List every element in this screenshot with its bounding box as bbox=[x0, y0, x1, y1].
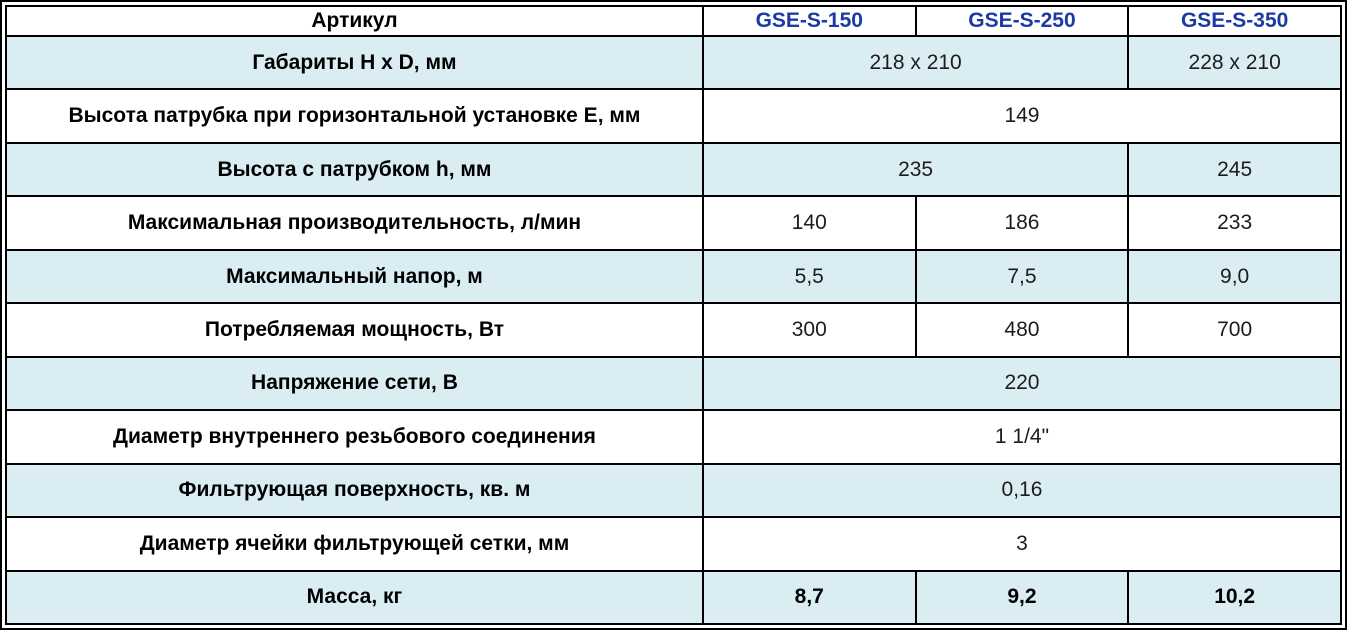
table-row-mains-voltage: Напряжение сети, В 220 bbox=[5, 355, 1343, 412]
table-row-mass: Масса, кг 8,7 9,2 10,2 bbox=[5, 569, 1342, 626]
cell-value: 149 bbox=[701, 88, 1343, 144]
cell-value: 300 bbox=[701, 302, 917, 358]
cell-value: 8,7 bbox=[701, 569, 917, 626]
header-model-gse-s-250: GSE-S-250 bbox=[914, 5, 1130, 37]
table-row-nozzle-height-horizontal: Высота патрубка при горизонтальной устан… bbox=[5, 88, 1343, 144]
row-label: Фильтрующая поверхность, кв. м bbox=[5, 462, 704, 519]
cell-value: 9,0 bbox=[1127, 248, 1342, 305]
table-row-power-consumption: Потребляемая мощность, Вт 300 480 700 bbox=[5, 302, 1342, 358]
cell-value: 0,16 bbox=[701, 462, 1343, 519]
table-row-max-flow: Максимальная производительность, л/мин 1… bbox=[5, 195, 1342, 251]
cell-value: 186 bbox=[914, 195, 1130, 251]
table-row-mesh-cell-diameter: Диаметр ячейки фильтрующей сетки, мм 3 bbox=[5, 516, 1343, 572]
row-label: Масса, кг bbox=[5, 569, 704, 626]
cell-value: 9,2 bbox=[914, 569, 1130, 626]
product-spec-table: Артикул GSE-S-150 GSE-S-250 GSE-S-350 Га… bbox=[5, 5, 1343, 626]
cell-value: 7,5 bbox=[914, 248, 1130, 305]
cell-value: 700 bbox=[1127, 302, 1342, 358]
cell-value: 235 bbox=[701, 141, 1130, 198]
row-label: Диаметр внутреннего резьбового соединени… bbox=[5, 409, 704, 465]
row-label: Максимальный напор, м bbox=[5, 248, 704, 305]
row-label: Напряжение сети, В bbox=[5, 355, 704, 412]
cell-value: 1 1/4" bbox=[701, 409, 1343, 465]
cell-value: 3 bbox=[701, 516, 1343, 572]
header-attribute-label: Артикул bbox=[5, 5, 704, 37]
row-label: Диаметр ячейки фильтрующей сетки, мм bbox=[5, 516, 704, 572]
cell-value: 233 bbox=[1127, 195, 1342, 251]
row-label: Высота патрубка при горизонтальной устан… bbox=[5, 88, 704, 144]
cell-value: 228 x 210 bbox=[1127, 34, 1342, 91]
cell-value: 5,5 bbox=[701, 248, 917, 305]
row-label: Максимальная производительность, л/мин bbox=[5, 195, 704, 251]
cell-value: 10,2 bbox=[1127, 569, 1342, 626]
cell-value: 480 bbox=[914, 302, 1130, 358]
table-row-filter-surface: Фильтрующая поверхность, кв. м 0,16 bbox=[5, 462, 1343, 519]
row-label: Высота с патрубком h, мм bbox=[5, 141, 704, 198]
cell-value: 245 bbox=[1127, 141, 1342, 198]
row-label: Габариты H x D, мм bbox=[5, 34, 704, 91]
table-row-thread-diameter: Диаметр внутреннего резьбового соединени… bbox=[5, 409, 1343, 465]
table-row-height-with-nozzle: Высота с патрубком h, мм 235 245 bbox=[5, 141, 1342, 198]
table-header-row: Артикул GSE-S-150 GSE-S-250 GSE-S-350 bbox=[5, 5, 1342, 37]
cell-value: 220 bbox=[701, 355, 1343, 412]
header-model-gse-s-350: GSE-S-350 bbox=[1127, 5, 1342, 37]
table-row-dimensions: Габариты H x D, мм 218 x 210 228 x 210 bbox=[5, 34, 1342, 91]
header-model-gse-s-150: GSE-S-150 bbox=[701, 5, 917, 37]
table-row-max-head: Максимальный напор, м 5,5 7,5 9,0 bbox=[5, 248, 1342, 305]
cell-value: 218 x 210 bbox=[701, 34, 1130, 91]
row-label: Потребляемая мощность, Вт bbox=[5, 302, 704, 358]
cell-value: 140 bbox=[701, 195, 917, 251]
